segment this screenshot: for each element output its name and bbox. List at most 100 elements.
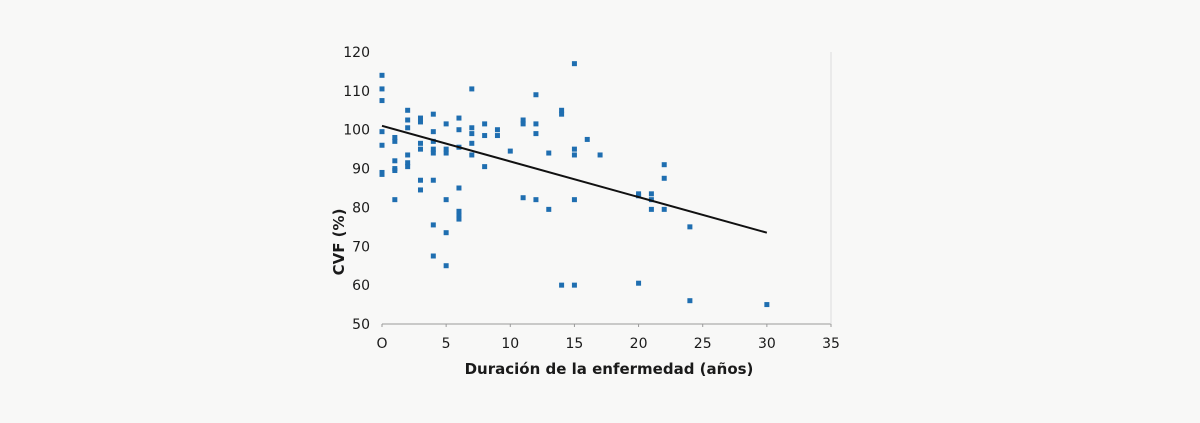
data-point xyxy=(417,119,423,125)
y-tick-label: 60 xyxy=(352,278,370,294)
x-tick-label: O xyxy=(376,336,387,352)
data-point xyxy=(392,168,398,174)
data-point xyxy=(392,138,398,144)
trendline xyxy=(381,124,768,234)
data-point xyxy=(584,136,590,142)
y-tick-label: 80 xyxy=(352,200,370,216)
data-point xyxy=(520,121,526,127)
data-point xyxy=(571,61,577,67)
data-point xyxy=(405,125,411,131)
data-point xyxy=(661,206,667,212)
x-tick-label: 35 xyxy=(822,336,840,352)
data-point xyxy=(379,171,385,177)
y-tick-label: 70 xyxy=(352,239,370,255)
data-point xyxy=(687,224,693,230)
data-point xyxy=(456,185,462,191)
trendline-layer xyxy=(381,124,768,234)
data-point xyxy=(482,121,488,127)
data-point xyxy=(687,298,693,304)
data-point xyxy=(636,193,642,199)
data-point xyxy=(520,117,526,123)
data-point xyxy=(417,146,423,152)
data-point xyxy=(456,208,462,214)
data-point xyxy=(482,164,488,170)
data-point xyxy=(571,282,577,288)
x-tick-label: 30 xyxy=(758,336,776,352)
data-point xyxy=(379,86,385,92)
data-point xyxy=(417,140,423,146)
data-point xyxy=(443,146,449,152)
data-point xyxy=(469,131,475,137)
data-point xyxy=(405,152,411,158)
data-point xyxy=(520,195,526,201)
data-point xyxy=(648,206,654,212)
data-point xyxy=(417,187,423,193)
y-tick-label: 110 xyxy=(343,84,370,100)
data-point xyxy=(443,150,449,156)
data-point xyxy=(405,160,411,166)
data-point xyxy=(648,191,654,197)
data-point xyxy=(430,138,436,144)
data-point xyxy=(430,177,436,183)
data-point xyxy=(559,282,565,288)
y-tick-label: 50 xyxy=(352,317,370,333)
x-tick-label: 10 xyxy=(501,336,519,352)
data-point xyxy=(456,127,462,133)
data-point xyxy=(559,111,565,117)
data-point xyxy=(417,177,423,183)
data-point xyxy=(379,129,385,135)
x-tick-label: 20 xyxy=(630,336,648,352)
data-point xyxy=(559,107,565,113)
data-point xyxy=(571,146,577,152)
data-point xyxy=(379,98,385,104)
data-point xyxy=(405,164,411,170)
y-axis-title: CVF (%) xyxy=(330,209,348,276)
data-point xyxy=(533,121,539,127)
data-point xyxy=(507,148,513,154)
data-point xyxy=(469,125,475,131)
data-point xyxy=(533,197,539,203)
data-point xyxy=(405,107,411,113)
data-point xyxy=(661,175,667,181)
data-point xyxy=(392,197,398,203)
data-point xyxy=(494,127,500,133)
y-tick-label: 90 xyxy=(352,162,370,178)
data-point xyxy=(392,158,398,164)
data-point xyxy=(546,150,552,156)
data-point xyxy=(417,115,423,121)
data-point xyxy=(456,212,462,218)
data-point xyxy=(430,129,436,135)
data-point xyxy=(482,133,488,139)
data-point xyxy=(430,146,436,152)
data-point xyxy=(571,197,577,203)
data-point xyxy=(456,216,462,222)
y-tick-label: 100 xyxy=(343,123,370,139)
data-point xyxy=(469,140,475,146)
x-tick-label: 5 xyxy=(442,336,451,352)
axes: 50 60 70 80 90 100 110 120 O 5 10 15 20 25 30 35 xyxy=(343,45,840,352)
data-point xyxy=(379,72,385,78)
data-point xyxy=(405,117,411,123)
data-point xyxy=(546,206,552,212)
data-point xyxy=(430,150,436,156)
data-point xyxy=(430,253,436,259)
data-point xyxy=(661,162,667,168)
data-point xyxy=(430,111,436,117)
data-point xyxy=(469,86,475,92)
x-tick-label: 25 xyxy=(694,336,712,352)
data-point xyxy=(469,152,475,158)
x-tick-label: 15 xyxy=(566,336,584,352)
x-axis-title: Duración de la enfermedad (años) xyxy=(465,360,754,378)
data-point xyxy=(379,142,385,148)
data-point xyxy=(443,197,449,203)
data-point xyxy=(571,152,577,158)
data-point xyxy=(494,133,500,139)
y-tick-label: 120 xyxy=(343,45,370,61)
data-point xyxy=(443,121,449,127)
data-points xyxy=(379,61,770,308)
data-point xyxy=(533,92,539,98)
data-point xyxy=(430,222,436,228)
data-point xyxy=(443,263,449,269)
